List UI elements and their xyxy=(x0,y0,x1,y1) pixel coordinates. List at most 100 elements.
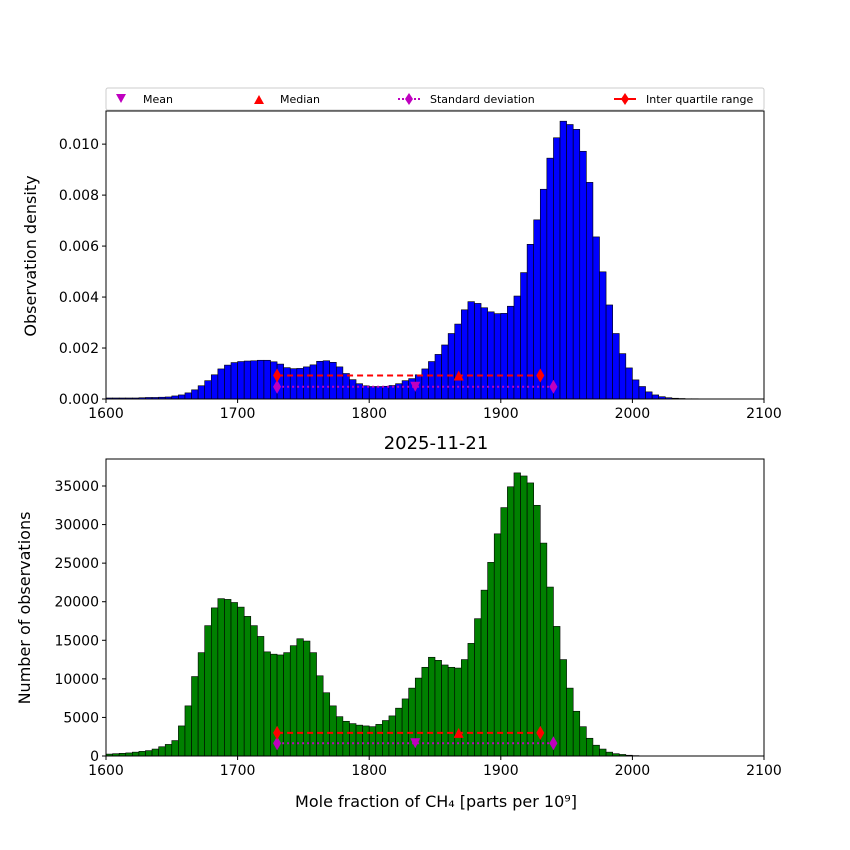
legend-item-iqr: Inter quartile range xyxy=(614,93,753,106)
histogram-bar xyxy=(243,616,252,757)
histogram-bar xyxy=(645,391,653,400)
histogram-bar xyxy=(566,124,574,400)
histogram-bar xyxy=(572,129,581,400)
histogram-bar xyxy=(197,652,205,757)
histogram-bar xyxy=(375,724,383,757)
histogram-bar xyxy=(546,157,554,400)
histogram-bar xyxy=(164,744,173,757)
histogram-bar xyxy=(526,482,534,757)
histogram-bar xyxy=(599,748,607,757)
std-marker xyxy=(549,736,558,751)
histogram-bar xyxy=(329,705,337,757)
histogram-bar xyxy=(539,188,548,400)
histogram-bar xyxy=(382,720,390,757)
iqr-marker xyxy=(536,368,545,383)
x-tick-label: 2000 xyxy=(615,406,651,422)
histogram-bar xyxy=(566,687,574,757)
legend-label-mean: Mean xyxy=(143,93,173,106)
legend-item-median: Median xyxy=(254,93,320,106)
x-tick-label: 2100 xyxy=(746,406,782,422)
histogram-bar xyxy=(461,659,469,757)
y-tick-label: 0.004 xyxy=(59,290,99,306)
median-marker xyxy=(453,727,464,738)
histogram-bar xyxy=(539,542,548,757)
std-marker xyxy=(549,379,558,394)
histogram-bar xyxy=(283,652,291,757)
histogram-bar xyxy=(250,625,258,757)
ticks: 1600 1700 1800 1900 2000 2100 0 5000 10000 15000 2… xyxy=(54,479,781,779)
bars xyxy=(105,472,640,757)
histogram-bar xyxy=(309,364,317,400)
y-tick-label: 5000 xyxy=(63,710,99,726)
histogram-bar xyxy=(599,271,607,400)
std-marker xyxy=(273,379,282,394)
histogram-bar xyxy=(132,751,140,757)
density-histogram-panel: 2025-11-21 Observation density 1600 1700 1… xyxy=(21,110,782,454)
histogram-bar xyxy=(296,368,304,400)
panel-title: 2025-11-21 xyxy=(384,433,489,454)
y-tick-label: 35000 xyxy=(54,479,99,495)
y-tick-label: 30000 xyxy=(54,518,99,534)
histogram-bar xyxy=(329,361,337,400)
count-histogram-panel: Number of observations Mole fraction of … xyxy=(15,458,782,811)
mean-marker-icon xyxy=(116,94,126,103)
histogram-bar xyxy=(349,379,357,400)
stat-markers xyxy=(273,368,558,394)
histogram-bar xyxy=(322,360,331,400)
histogram-bar xyxy=(632,379,640,400)
histogram-bar xyxy=(335,716,344,757)
legend-frame xyxy=(105,87,765,111)
histogram-bar xyxy=(507,305,515,400)
histogram-bar xyxy=(210,607,219,757)
histogram-bar xyxy=(204,625,212,757)
histogram-bar xyxy=(217,368,225,400)
x-tick-label: 2000 xyxy=(615,763,651,779)
histogram-bar xyxy=(586,182,594,400)
histogram-bar xyxy=(303,640,311,757)
x-tick-label: 1900 xyxy=(483,406,519,422)
histogram-bar xyxy=(250,360,258,400)
x-tick-label: 1600 xyxy=(88,406,124,422)
y-axis-label: Number of observations xyxy=(15,512,34,705)
iqr-marker xyxy=(273,368,282,383)
histogram-bar xyxy=(289,368,298,400)
x-tick-label: 1800 xyxy=(351,406,387,422)
histogram-bar xyxy=(197,385,205,400)
y-tick-label: 0.006 xyxy=(59,239,99,255)
histogram-bar xyxy=(355,724,363,757)
histogram-bar xyxy=(467,643,475,757)
histogram-bar xyxy=(322,692,331,757)
plot-frame xyxy=(105,458,765,757)
histogram-bar xyxy=(309,652,317,757)
x-tick-label: 2100 xyxy=(746,763,782,779)
histogram-bar xyxy=(592,744,600,757)
histogram-bar xyxy=(138,751,146,757)
median-marker xyxy=(453,370,464,381)
x-tick-label: 1600 xyxy=(88,763,124,779)
histogram-bar xyxy=(230,362,238,400)
y-tick-label: 15000 xyxy=(54,633,99,649)
histogram-bar xyxy=(289,645,298,757)
histogram-bar xyxy=(579,150,587,400)
histogram-bar xyxy=(349,723,357,757)
histogram-bar xyxy=(217,598,225,757)
histogram-bar xyxy=(428,656,436,757)
histogram-bar xyxy=(401,698,409,757)
histogram-bar xyxy=(382,385,390,400)
y-tick-label: 0 xyxy=(90,749,99,765)
histogram-bar xyxy=(171,740,179,757)
histogram-bar xyxy=(375,386,383,400)
histogram-bar xyxy=(441,344,449,400)
histogram-bar xyxy=(546,586,554,757)
plot-frame xyxy=(105,110,765,400)
histogram-bar xyxy=(224,364,232,400)
histogram-bar xyxy=(461,309,469,400)
histogram-bar xyxy=(533,504,541,757)
legend-label-iqr: Inter quartile range xyxy=(646,93,753,106)
legend: Mean Median Standard deviation Inter qua… xyxy=(105,87,765,111)
histogram-bar xyxy=(500,313,508,400)
x-axis-label: Mole fraction of CH₄ [parts per 10⁹] xyxy=(295,792,577,811)
iqr-marker xyxy=(273,725,282,740)
histogram-bar xyxy=(480,307,488,400)
histogram-bar xyxy=(507,486,515,757)
